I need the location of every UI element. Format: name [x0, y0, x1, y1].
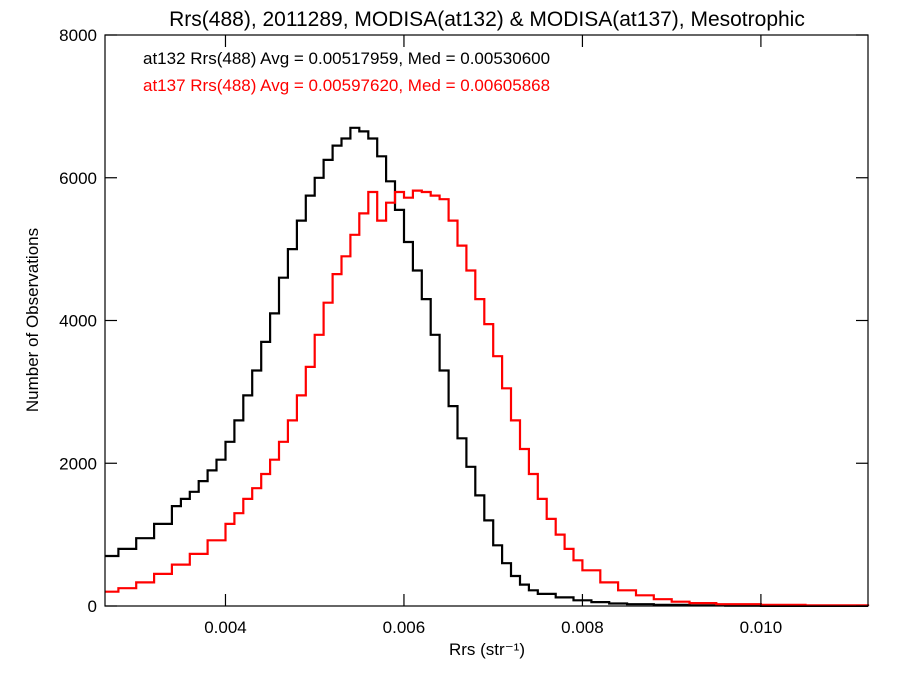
series-annotation-black: at132 Rrs(488) Avg = 0.00517959, Med = 0… [143, 49, 550, 68]
y-axis-label: Number of Observations [23, 228, 42, 412]
chart-title: Rrs(488), 2011289, MODISA(at132) & MODIS… [169, 8, 805, 31]
y-tick-label: 0 [88, 597, 97, 616]
y-tick-label: 4000 [59, 312, 97, 331]
series-line-at137 [105, 189, 870, 607]
x-axis: 0.004 0.006 0.008 0.010 [204, 35, 782, 637]
series-line-at132 [105, 126, 870, 607]
y-tick-label: 2000 [59, 454, 97, 473]
y-tick-label: 8000 [59, 26, 97, 45]
series-annotation-red: at137 Rrs(488) Avg = 0.00597620, Med = 0… [143, 76, 550, 95]
x-tick-label: 0.006 [383, 618, 426, 637]
plot-area: 0.004 0.006 0.008 0.010 0 2000 4000 6000 8000 [59, 26, 870, 637]
x-axis-label: Rrs (str⁻¹) [449, 640, 525, 659]
y-tick-label: 6000 [59, 169, 97, 188]
x-tick-label: 0.010 [740, 618, 783, 637]
x-tick-label: 0.004 [204, 618, 247, 637]
y-axis: 0 2000 4000 6000 8000 [59, 26, 868, 616]
series-layer [105, 126, 870, 607]
x-tick-label: 0.008 [561, 618, 604, 637]
